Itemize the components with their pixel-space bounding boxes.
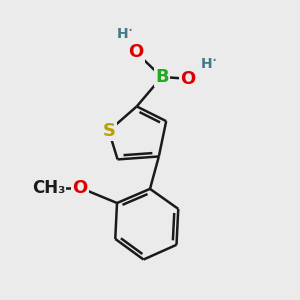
- Text: O: O: [128, 43, 143, 61]
- Text: S: S: [102, 122, 115, 140]
- Text: B: B: [155, 68, 169, 86]
- Text: CH₃: CH₃: [32, 179, 65, 197]
- Text: O: O: [72, 179, 88, 197]
- Text: ·: ·: [211, 52, 217, 70]
- Text: H: H: [117, 27, 129, 41]
- Text: O: O: [180, 70, 195, 88]
- Text: H: H: [201, 57, 212, 71]
- Text: ·: ·: [128, 22, 133, 40]
